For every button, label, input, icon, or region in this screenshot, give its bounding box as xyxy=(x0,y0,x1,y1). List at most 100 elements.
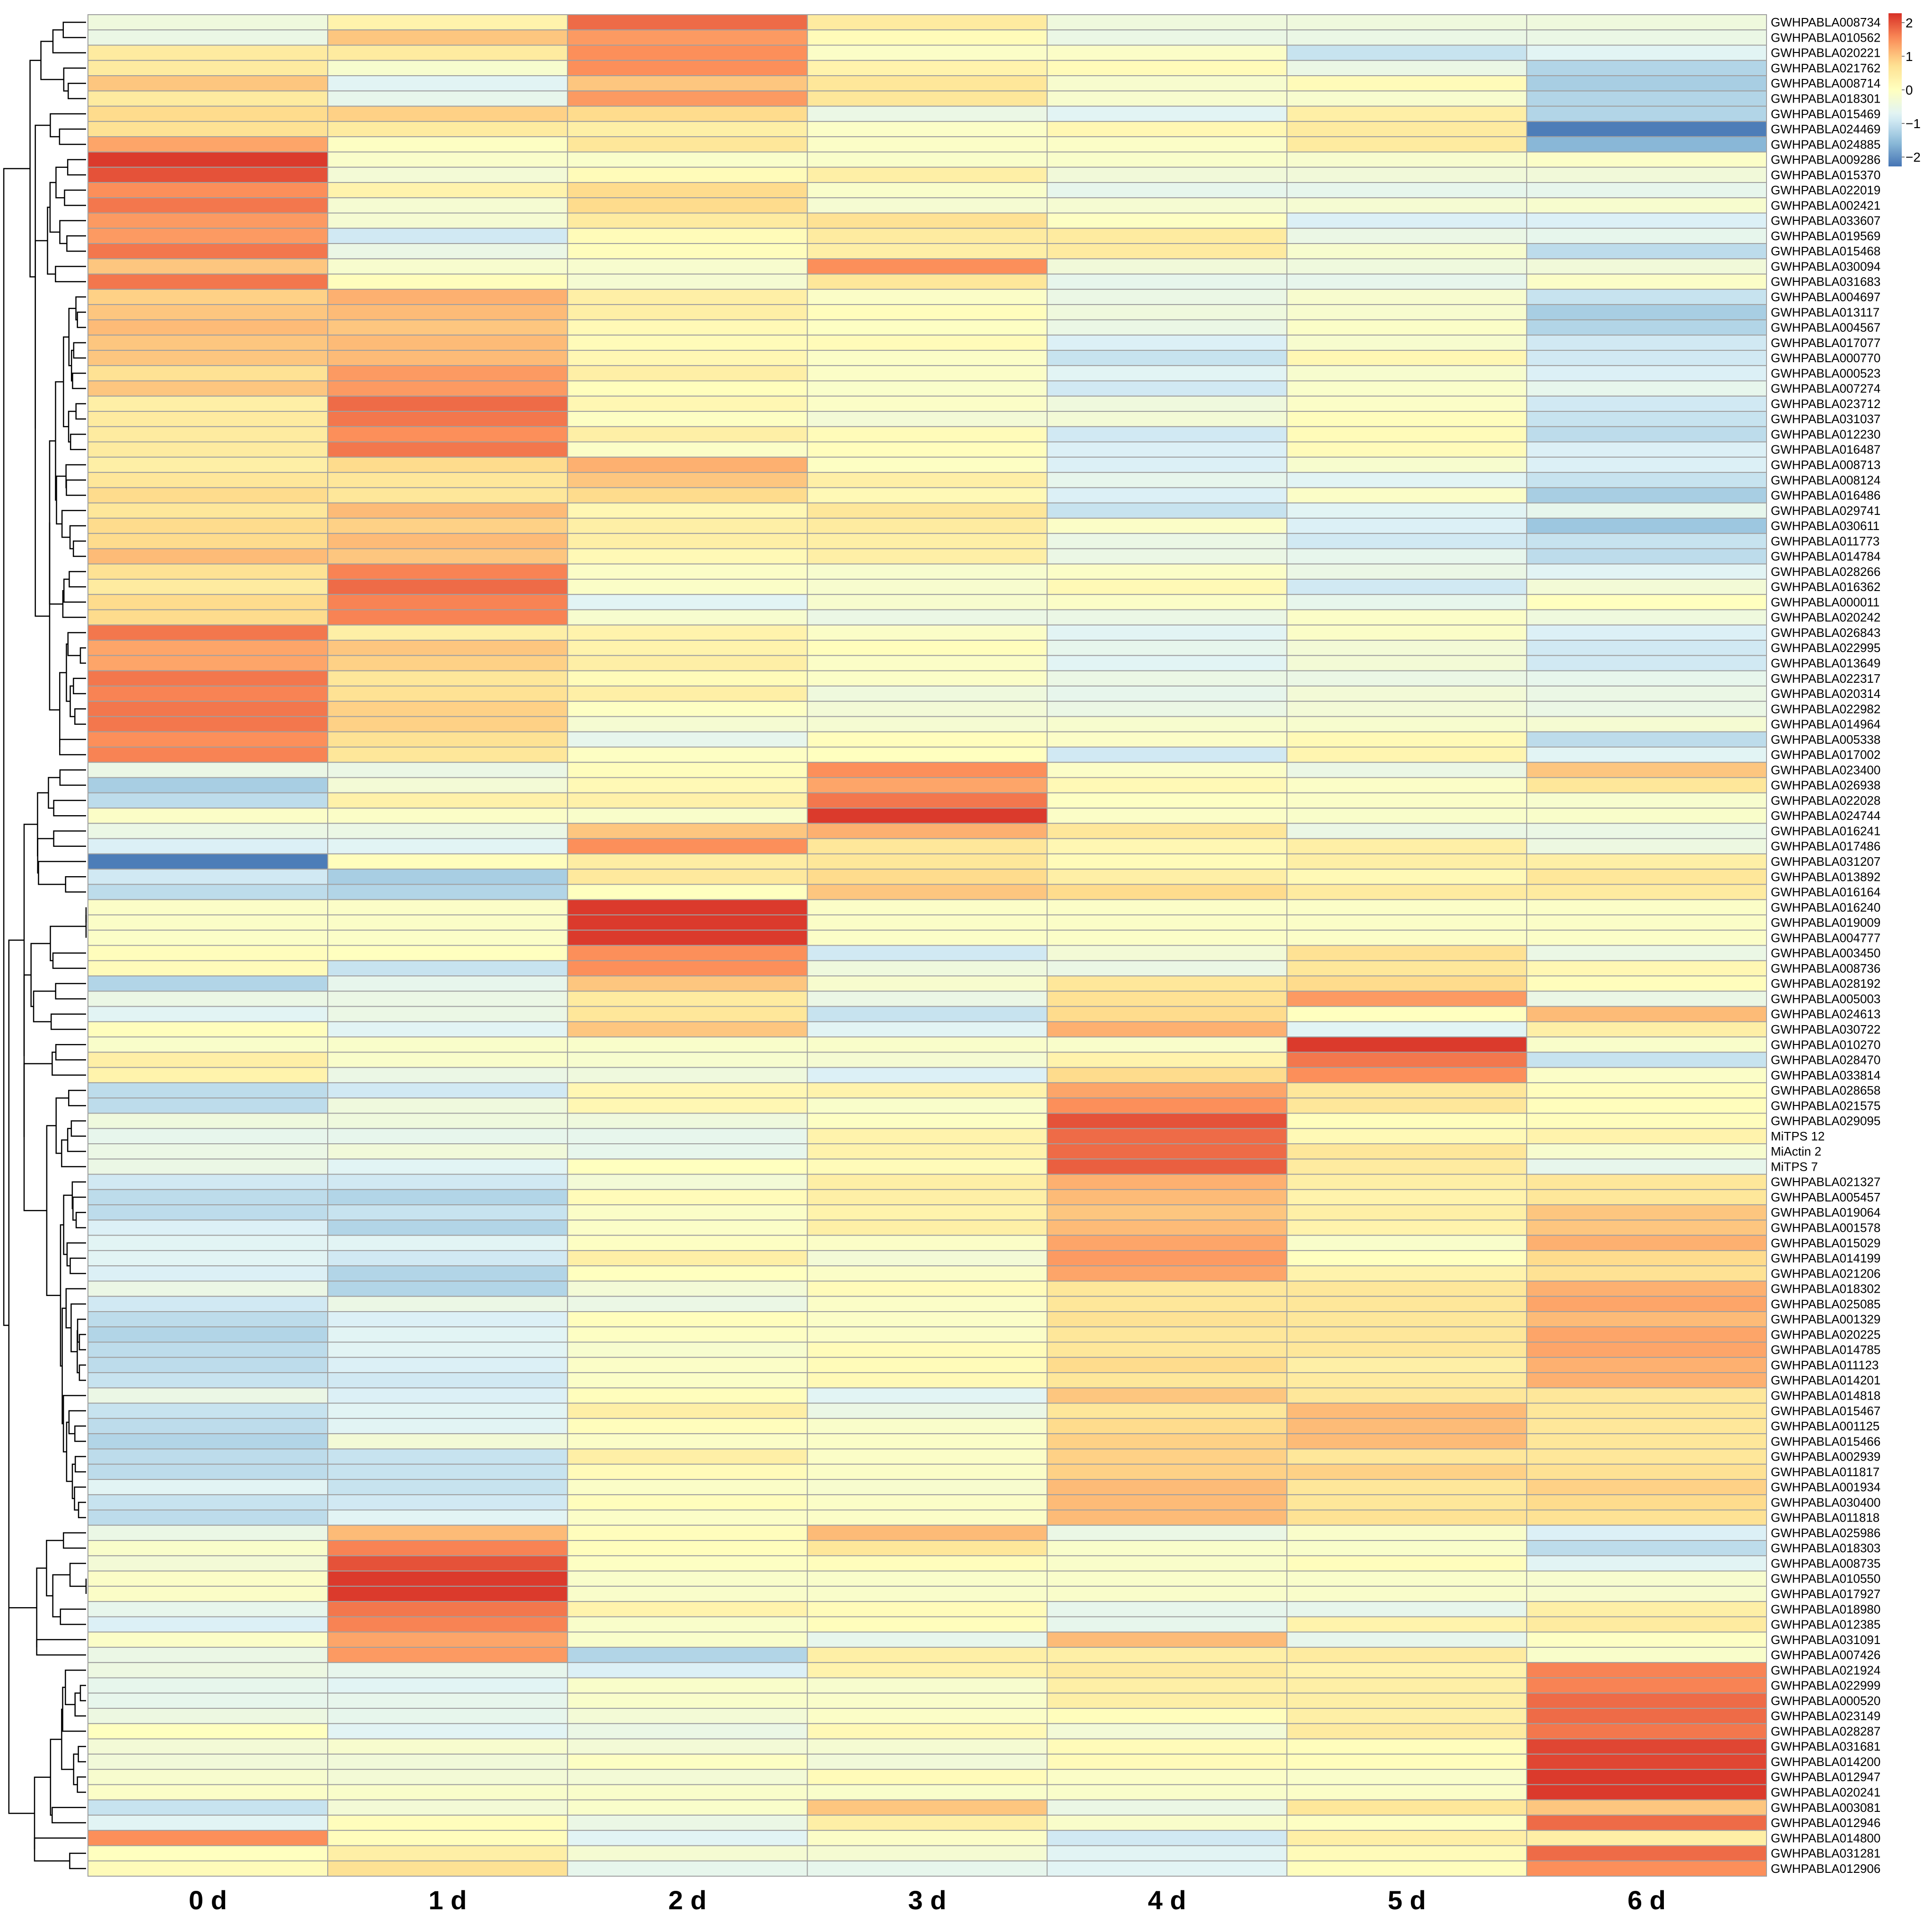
dendrogram-branch xyxy=(62,1687,86,1732)
heatmap-cell xyxy=(1286,609,1527,626)
dendrogram-branch xyxy=(79,1685,86,1702)
heatmap-cell xyxy=(1526,1052,1767,1068)
heatmap-cell xyxy=(1286,166,1527,183)
heatmap-cell xyxy=(1526,1509,1767,1526)
row-label: GWHPABLA029741 xyxy=(1771,504,1880,518)
dendrogram-branch xyxy=(62,1532,86,1549)
column-label: 1 d xyxy=(428,1885,467,1914)
heatmap-cell xyxy=(1526,655,1767,671)
heatmap-cell xyxy=(327,1006,568,1022)
heatmap-cell xyxy=(327,1708,568,1724)
row-label: GWHPABLA016362 xyxy=(1771,580,1880,594)
heatmap-cell xyxy=(567,1021,808,1038)
heatmap-cell xyxy=(1286,121,1527,138)
heatmap-cell xyxy=(1286,1143,1527,1160)
heatmap-cell xyxy=(1046,1555,1288,1572)
dendrogram-branch xyxy=(49,182,60,233)
heatmap-cell xyxy=(1286,395,1527,412)
heatmap-cell xyxy=(1526,90,1767,107)
heatmap-cell xyxy=(1286,1021,1527,1038)
heatmap-cell xyxy=(327,365,568,382)
heatmap-cell xyxy=(567,746,808,763)
row-label: GWHPABLA025986 xyxy=(1771,1526,1880,1540)
row-label: GWHPABLA031281 xyxy=(1771,1846,1880,1861)
heatmap-cell xyxy=(1286,930,1527,946)
heatmap-cell xyxy=(567,1433,808,1450)
heatmap-cell xyxy=(1286,1235,1527,1251)
heatmap-cell xyxy=(567,1463,808,1480)
heatmap-cell xyxy=(1526,60,1767,77)
heatmap-cell xyxy=(1526,1280,1767,1297)
heatmap-cell xyxy=(1526,1311,1767,1328)
heatmap-cell xyxy=(1526,502,1767,519)
row-label: GWHPABLA008734 xyxy=(1771,15,1880,29)
heatmap-cell xyxy=(87,1662,329,1679)
heatmap-cell xyxy=(1046,121,1288,138)
heatmap-cell xyxy=(567,1097,808,1114)
dendrogram-branch xyxy=(79,647,86,664)
heatmap-cell xyxy=(1286,1174,1527,1190)
dendrogram-branch xyxy=(47,207,56,275)
heatmap-cell xyxy=(1526,716,1767,732)
heatmap-cell xyxy=(1526,1128,1767,1145)
heatmap-cell xyxy=(1046,1753,1288,1770)
heatmap-cell xyxy=(1046,441,1288,458)
heatmap-cell xyxy=(1286,90,1527,107)
heatmap-cell xyxy=(87,777,329,793)
heatmap-cell xyxy=(87,136,329,153)
heatmap-cell xyxy=(567,1448,808,1465)
heatmap-cell xyxy=(567,808,808,824)
heatmap-cell xyxy=(807,380,1048,397)
heatmap-cell xyxy=(87,899,329,915)
row-label: GWHPABLA018302 xyxy=(1771,1282,1880,1296)
heatmap-cell xyxy=(1526,517,1767,534)
row-label: GWHPABLA028658 xyxy=(1771,1083,1880,1097)
heatmap-cell xyxy=(1046,273,1288,290)
heatmap-cell xyxy=(807,1021,1048,1038)
heatmap-cell xyxy=(1526,182,1767,199)
heatmap-cell xyxy=(327,395,568,412)
heatmap-cell xyxy=(327,14,568,31)
heatmap-cell xyxy=(1046,823,1288,839)
heatmap-cell xyxy=(1046,869,1288,885)
heatmap-cell xyxy=(327,808,568,824)
heatmap-cell xyxy=(1526,1113,1767,1129)
dendrogram-branch xyxy=(64,189,86,206)
heatmap-cell xyxy=(1286,975,1527,992)
heatmap-cell xyxy=(87,716,329,732)
heatmap-cell xyxy=(327,1082,568,1099)
row-label: GWHPABLA000011 xyxy=(1771,595,1880,609)
heatmap-cell xyxy=(87,197,329,214)
heatmap-cell xyxy=(567,380,808,397)
heatmap-cell xyxy=(1526,1616,1767,1633)
heatmap-cell xyxy=(327,319,568,336)
row-label: GWHPABLA012947 xyxy=(1771,1770,1880,1784)
heatmap-cell xyxy=(807,945,1048,961)
row-label: GWHPABLA005338 xyxy=(1771,732,1880,747)
heatmap-cell xyxy=(1286,426,1527,443)
heatmap-cell xyxy=(567,1113,808,1129)
heatmap-cell xyxy=(1046,1479,1288,1496)
heatmap-cell xyxy=(327,472,568,488)
row-label: GWHPABLA001125 xyxy=(1771,1419,1880,1433)
dendrogram-branch xyxy=(55,1097,69,1154)
heatmap-cell xyxy=(1046,853,1288,870)
heatmap-cell xyxy=(1526,197,1767,214)
heatmap-cell xyxy=(327,777,568,793)
row-label: GWHPABLA004567 xyxy=(1771,321,1880,335)
heatmap-cell xyxy=(807,487,1048,504)
heatmap-cell xyxy=(567,441,808,458)
heatmap-cell xyxy=(1046,808,1288,824)
colorbar-tick-label: 2 xyxy=(1906,16,1913,30)
heatmap-cell xyxy=(87,1311,329,1328)
dendrogram-branch xyxy=(70,434,86,450)
heatmap-cell xyxy=(1046,899,1288,915)
heatmap-cell xyxy=(807,1738,1048,1755)
heatmap-cell xyxy=(1046,1189,1288,1206)
row-label: GWHPABLA015029 xyxy=(1771,1236,1880,1250)
heatmap-cell xyxy=(87,426,329,443)
dendrogram-branch xyxy=(52,1574,70,1618)
row-label: GWHPABLA028266 xyxy=(1771,565,1880,579)
heatmap-cell xyxy=(807,1799,1048,1816)
dendrogram-branch xyxy=(74,1456,86,1473)
